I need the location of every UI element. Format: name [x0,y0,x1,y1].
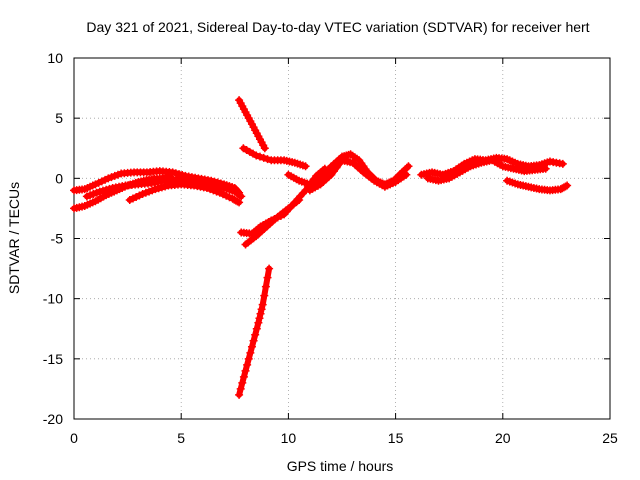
data-point [402,170,411,179]
y-axis-title: SDTVAR / TECUs [6,182,22,294]
data-point-interp [261,282,270,291]
data-point-interp [252,324,261,333]
data-point [260,144,269,153]
data-point [541,164,550,173]
data-point [558,159,567,168]
data-point-interp [263,273,272,282]
data-point-interp [255,314,264,323]
data-point [247,342,256,351]
data-point-interp [255,152,264,161]
series-arc-13 [423,156,550,185]
series-arc-4 [125,180,244,207]
data-point-interp [259,153,268,162]
data-point [404,162,413,171]
data-point-interp [402,163,411,172]
data-point [295,195,304,204]
data-point [254,318,263,327]
y-tick-label: 0 [55,170,63,186]
x-tick-label: 20 [495,430,511,446]
data-point-interp [249,336,258,345]
data-point [235,198,244,207]
y-tick-label: -15 [43,351,63,367]
y-tick-label: 5 [55,110,63,126]
x-axis-title: GPS time / hours [287,458,394,474]
series-arc-8 [237,164,329,238]
data-point-interp [246,348,255,357]
data-point-interp [243,360,252,369]
series-arc-6 [239,144,310,171]
grid [74,58,610,419]
data-point-interp [263,155,272,164]
data-series [70,96,572,399]
x-tick-label: 10 [281,430,297,446]
data-point-interp [233,197,242,206]
axis-ticks: 0 5 10 15 20 25 -20 -15 -10 -5 0 5 10 [43,50,618,446]
data-point [235,390,244,399]
data-point [252,151,261,160]
y-tick-label: 10 [47,50,63,66]
data-point [563,181,572,190]
data-point [301,162,310,171]
chart-title: Day 321 of 2021, Sidereal Day-to-day VTE… [86,19,589,35]
data-point-interp [251,330,260,339]
data-point-interp [236,384,245,393]
data-point-interp [561,182,570,191]
x-tick-label: 5 [177,430,185,446]
data-point-interp [257,305,266,314]
data-point [265,264,274,273]
x-tick-label: 25 [602,430,618,446]
series-arc-7 [235,264,274,399]
series-arc-11 [305,156,411,195]
data-point-interp [260,291,269,300]
data-point [258,300,267,309]
x-tick-label: 15 [388,430,404,446]
data-point-interp [256,309,265,318]
data-point-interp [244,354,253,363]
y-tick-label: -5 [51,231,64,247]
x-tick-label: 0 [70,430,78,446]
y-tick-label: -10 [43,291,63,307]
series-arc-9 [241,195,304,249]
y-tick-label: -20 [43,411,63,427]
data-point-interp [238,378,247,387]
data-point [237,192,246,201]
data-point-interp [239,372,248,381]
series-arc-5 [235,96,269,153]
data-point [241,366,250,375]
data-point-interp [235,191,244,200]
series-arc-14 [503,176,572,195]
